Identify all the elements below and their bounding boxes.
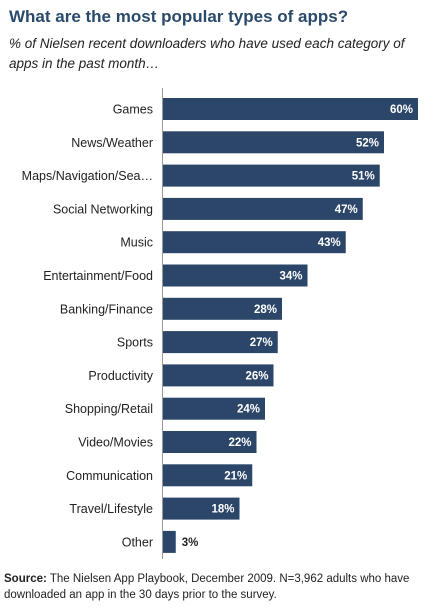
- bar: [163, 131, 384, 154]
- data-label: 34%: [279, 271, 302, 283]
- category-label: Maps/Navigation/Sea…: [22, 169, 153, 183]
- data-label: 26%: [245, 370, 268, 382]
- category-label: Banking/Finance: [60, 302, 153, 316]
- bar: [163, 264, 308, 287]
- bar: [163, 397, 265, 420]
- chart-subtitle: % of Nielsen recent downloaders who have…: [9, 36, 405, 71]
- data-label: 51%: [352, 171, 375, 183]
- bar: [163, 331, 278, 354]
- bar: [163, 231, 346, 254]
- category-label: Music: [120, 236, 153, 250]
- data-label: 22%: [228, 437, 251, 449]
- category-label: Games: [113, 103, 153, 117]
- source-note: Source: The Nielsen App Playbook, Decemb…: [4, 571, 436, 603]
- category-label: Shopping/Retail: [65, 402, 153, 416]
- category-label: Sports: [117, 336, 153, 350]
- bar: [163, 164, 380, 187]
- category-label: Other: [122, 535, 153, 549]
- bar: [163, 297, 282, 320]
- data-label: 28%: [254, 304, 277, 316]
- bar: [163, 497, 240, 520]
- bar-chart: Games 60% News/Weather 52% Maps/Navigation/S…: [22, 88, 418, 559]
- data-label: 52%: [356, 137, 379, 149]
- category-label: Travel/Lifestyle: [69, 502, 153, 516]
- category-label: Social Networking: [53, 202, 153, 216]
- source-label: Source:: [4, 573, 47, 585]
- bar: [163, 98, 418, 120]
- data-label: 24%: [237, 404, 260, 416]
- bar: [163, 431, 257, 453]
- category-label: Communication: [66, 469, 153, 483]
- category-label: Productivity: [88, 369, 153, 383]
- source-text: The Nielsen App Playbook, December 2009.…: [4, 573, 410, 601]
- category-label: Video/Movies: [78, 436, 153, 450]
- bars-layer: Games 60% News/Weather 52% Maps/Navigation/S…: [22, 98, 418, 553]
- data-label: 47%: [335, 204, 358, 216]
- category-label: Entertainment/Food: [43, 269, 153, 283]
- bar: [163, 530, 176, 553]
- bar: [163, 197, 363, 220]
- data-label: 60%: [390, 104, 413, 116]
- bar: [163, 364, 274, 387]
- data-label: 43%: [318, 237, 341, 249]
- data-label: 3%: [182, 537, 199, 549]
- chart-title: What are the most popular types of apps?: [9, 7, 349, 26]
- data-label: 21%: [224, 470, 247, 482]
- data-label: 18%: [211, 504, 234, 516]
- bar: [163, 464, 253, 487]
- category-label: News/Weather: [71, 136, 153, 150]
- data-label: 27%: [250, 337, 273, 349]
